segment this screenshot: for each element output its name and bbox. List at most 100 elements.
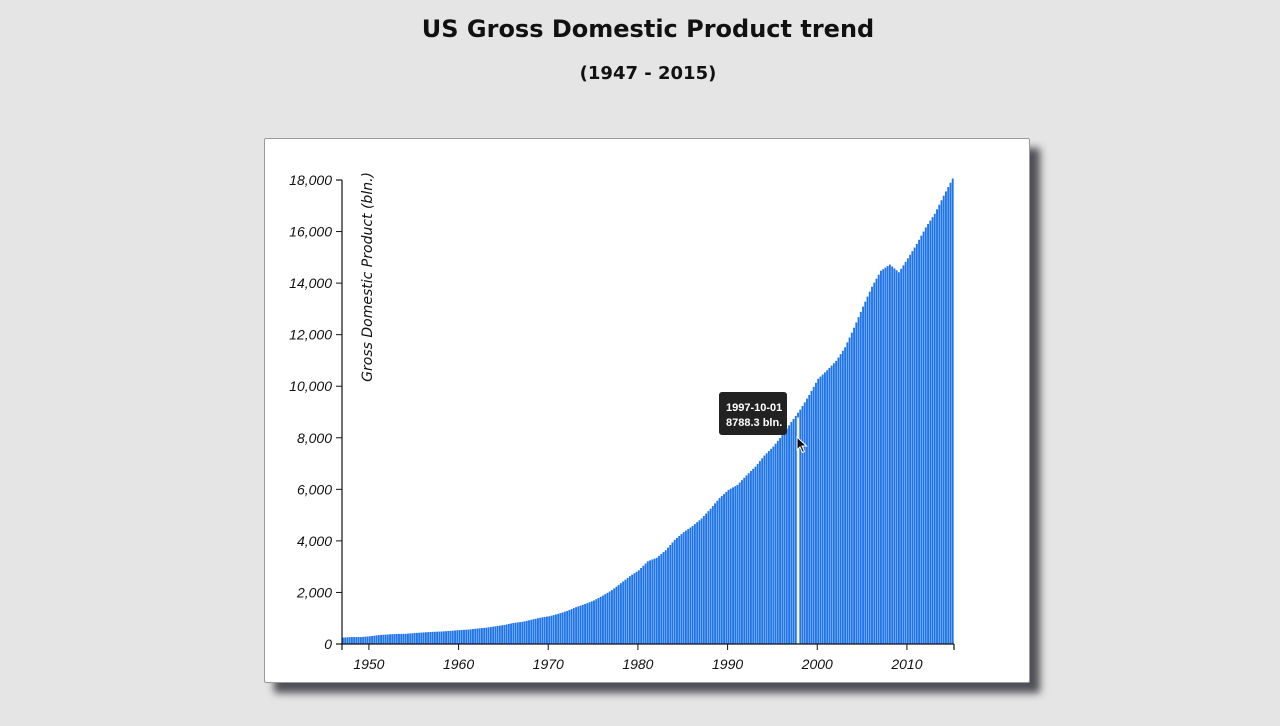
gdp-bar[interactable] (684, 530, 687, 644)
gdp-bar[interactable] (799, 409, 802, 644)
gdp-bar[interactable] (348, 637, 351, 644)
gdp-bar[interactable] (559, 613, 562, 644)
gdp-bar[interactable] (680, 534, 683, 644)
gdp-bar[interactable] (875, 278, 878, 644)
gdp-bar[interactable] (640, 568, 643, 644)
gdp-bar[interactable] (465, 629, 468, 644)
gdp-bar[interactable] (402, 633, 405, 644)
gdp-bar[interactable] (794, 415, 797, 644)
gdp-bar[interactable] (893, 268, 896, 644)
gdp-bar[interactable] (790, 422, 793, 644)
gdp-bar[interactable] (938, 204, 941, 644)
gdp-bar[interactable] (608, 591, 611, 644)
gdp-bar[interactable] (613, 588, 616, 644)
gdp-bar[interactable] (725, 491, 728, 644)
gdp-bar[interactable] (489, 626, 492, 644)
gdp-bar[interactable] (951, 178, 954, 644)
gdp-bar[interactable] (664, 550, 667, 644)
gdp-bar[interactable] (720, 496, 723, 644)
gdp-bar[interactable] (729, 488, 732, 644)
gdp-bar[interactable] (357, 637, 360, 644)
gdp-bar[interactable] (817, 378, 820, 644)
gdp-bar[interactable] (516, 622, 519, 644)
gdp-bar[interactable] (413, 633, 416, 644)
gdp-bar[interactable] (828, 367, 831, 644)
gdp-bar[interactable] (599, 596, 602, 644)
gdp-bar[interactable] (707, 511, 710, 644)
gdp-bar[interactable] (595, 599, 598, 644)
gdp-bar[interactable] (581, 604, 584, 644)
gdp-bar[interactable] (931, 217, 934, 644)
gdp-bar[interactable] (826, 370, 829, 644)
gdp-bar[interactable] (772, 446, 775, 644)
gdp-bar[interactable] (855, 322, 858, 644)
gdp-bar[interactable] (886, 266, 889, 644)
gdp-bar[interactable] (626, 577, 629, 644)
gdp-bar[interactable] (537, 618, 539, 644)
gdp-bar[interactable] (557, 613, 560, 644)
gdp-bar[interactable] (714, 503, 717, 644)
gdp-bar[interactable] (519, 622, 521, 644)
gdp-bar[interactable] (940, 200, 943, 645)
gdp-bar[interactable] (942, 195, 945, 644)
gdp-bar[interactable] (384, 634, 387, 644)
gdp-bar[interactable] (485, 627, 488, 644)
gdp-bar[interactable] (785, 428, 788, 644)
gdp-bar[interactable] (633, 573, 636, 644)
gdp-bar[interactable] (801, 406, 804, 644)
gdp-bar[interactable] (673, 539, 676, 644)
gdp-bar[interactable] (700, 518, 703, 644)
gdp-bar[interactable] (548, 616, 551, 644)
gdp-bar[interactable] (745, 475, 748, 644)
gdp-bar[interactable] (810, 390, 813, 644)
gdp-bar[interactable] (451, 630, 454, 644)
gdp-bar[interactable] (723, 493, 725, 644)
gdp-bar[interactable] (808, 394, 811, 644)
gdp-bar[interactable] (752, 468, 755, 644)
gdp-bar[interactable] (442, 631, 445, 644)
gdp-bar[interactable] (947, 187, 950, 644)
gdp-bar[interactable] (880, 270, 882, 644)
gdp-bar[interactable] (927, 224, 929, 644)
gdp-bar[interactable] (449, 630, 452, 644)
gdp-bar[interactable] (837, 357, 840, 644)
gdp-bar[interactable] (702, 516, 705, 644)
highlighted-bar[interactable] (797, 417, 800, 644)
gdp-bar[interactable] (819, 376, 822, 644)
gdp-bar[interactable] (362, 636, 365, 644)
gdp-bar[interactable] (770, 448, 773, 644)
gdp-bar[interactable] (395, 633, 398, 644)
gdp-bar[interactable] (644, 563, 647, 644)
gdp-bar[interactable] (496, 625, 499, 644)
gdp-bar[interactable] (631, 574, 634, 644)
gdp-bar[interactable] (687, 529, 690, 644)
gdp-bar[interactable] (546, 616, 548, 644)
gdp-bar[interactable] (747, 473, 750, 644)
gdp-bar[interactable] (593, 600, 595, 644)
gdp-bar[interactable] (792, 418, 795, 644)
gdp-bar[interactable] (400, 633, 403, 644)
gdp-bar[interactable] (420, 632, 423, 644)
gdp-bar[interactable] (342, 637, 344, 644)
gdp-bar[interactable] (918, 239, 921, 645)
gdp-bar[interactable] (534, 618, 537, 644)
gdp-bar[interactable] (415, 632, 418, 644)
gdp-bar[interactable] (617, 584, 620, 644)
gdp-bar[interactable] (933, 213, 936, 644)
gdp-bar[interactable] (418, 632, 421, 644)
gdp-bar[interactable] (696, 522, 699, 644)
gdp-bar[interactable] (375, 635, 378, 644)
gdp-bar[interactable] (806, 398, 808, 644)
gdp-bar[interactable] (897, 272, 900, 644)
gdp-bar[interactable] (588, 602, 591, 644)
gdp-bar[interactable] (597, 597, 600, 644)
gdp-bar[interactable] (476, 628, 479, 644)
gdp-bar[interactable] (382, 634, 385, 644)
gdp-bar[interactable] (658, 555, 660, 644)
gdp-bar[interactable] (732, 487, 734, 644)
gdp-bar[interactable] (900, 268, 903, 644)
gdp-bar[interactable] (539, 617, 542, 644)
gdp-bar[interactable] (386, 634, 389, 644)
gdp-bar[interactable] (750, 471, 752, 644)
gdp-bar[interactable] (368, 636, 371, 644)
